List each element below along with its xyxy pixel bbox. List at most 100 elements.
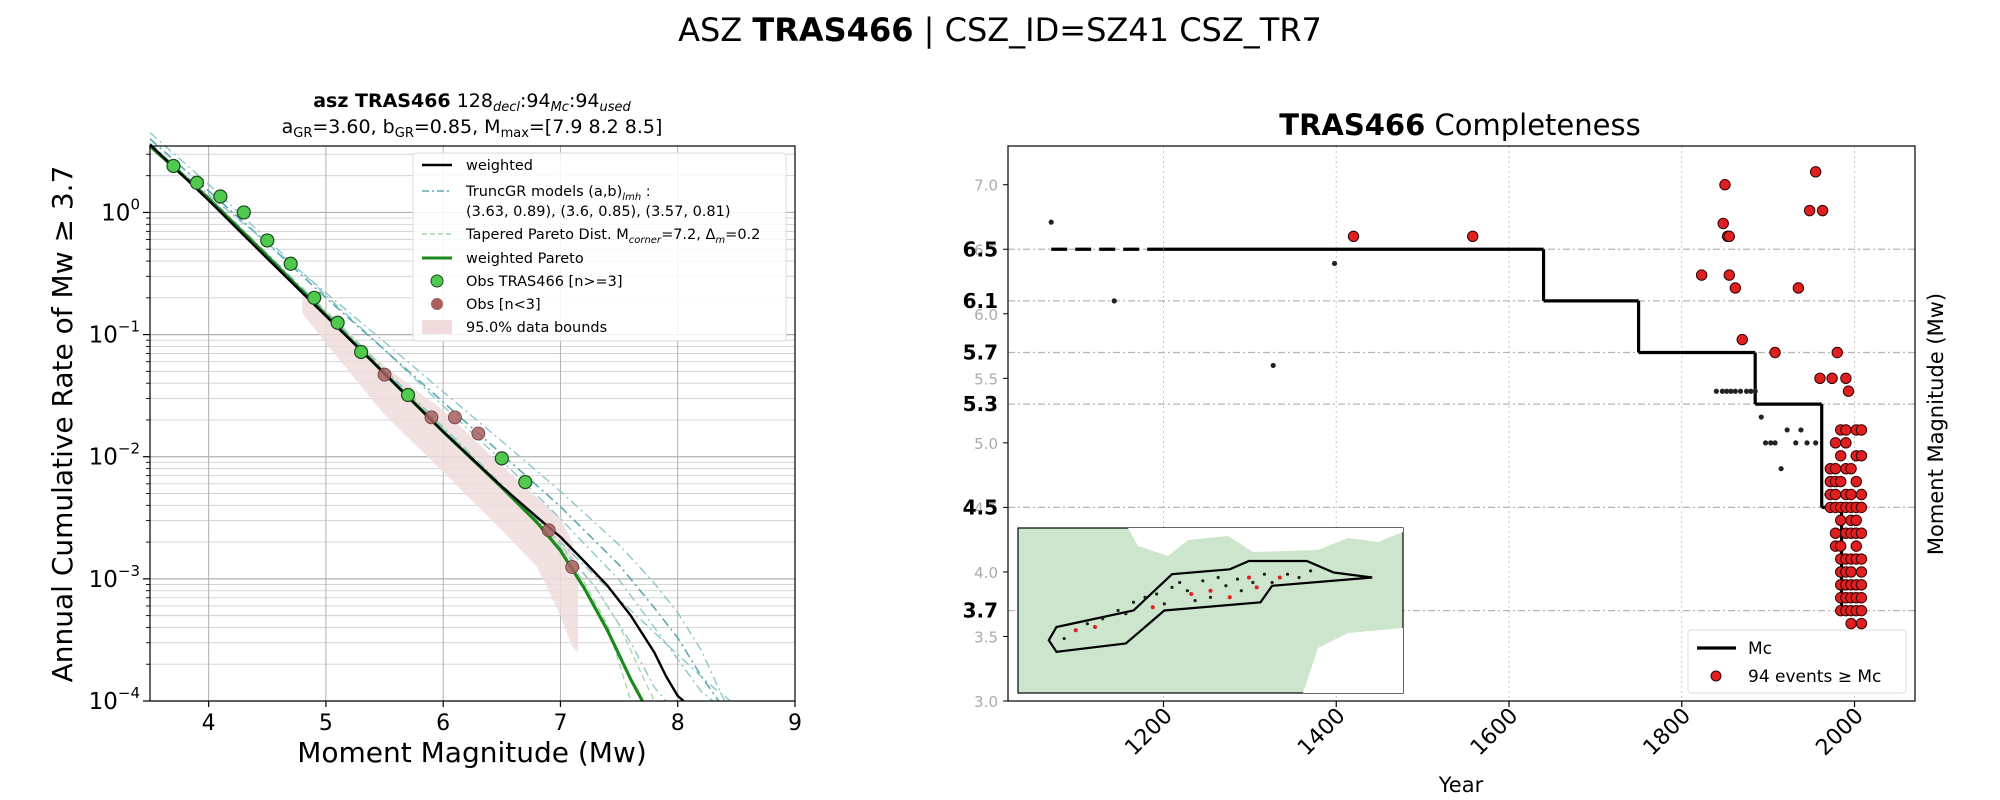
x-tick-label: 9 xyxy=(788,711,802,736)
below-mc-event xyxy=(1713,388,1719,394)
observed-points xyxy=(166,158,580,574)
event-point xyxy=(1803,204,1816,217)
left-x-label: Moment Magnitude (Mw) xyxy=(297,736,647,769)
count-used: 94 xyxy=(575,90,599,112)
right-x-ticks: 1200 1400 1600 1800 2000 xyxy=(1120,701,1869,761)
legend-label: Mc xyxy=(1748,639,1772,659)
inset-event-dot xyxy=(1239,589,1243,593)
event-point xyxy=(1829,488,1842,501)
y-tick-exponent: −1 xyxy=(118,318,140,336)
below-mc-event xyxy=(1804,440,1810,446)
legend-text: =7.2, Δ xyxy=(661,227,715,243)
below-mc-event xyxy=(1752,388,1758,394)
completeness-panel: TRAS466 Completeness 1200 1400 1600 1800 200… xyxy=(963,108,1948,797)
event-point xyxy=(1855,450,1868,462)
y-tick-base: 10 xyxy=(89,445,118,471)
mc-step-line xyxy=(1051,247,1866,613)
legend-swatch-marker xyxy=(1710,670,1722,682)
below-mc-event xyxy=(1111,298,1117,304)
y-tick-base: 10 xyxy=(89,323,118,349)
below-mc-event xyxy=(1724,388,1730,394)
sparse-observed-point xyxy=(541,523,556,538)
count-decl: 128 xyxy=(457,90,493,112)
right-legend: Mc 94 events ≥ Mc xyxy=(1687,629,1907,694)
inset-event-dot-red xyxy=(1073,628,1078,633)
title-segment: a xyxy=(282,116,294,138)
below-mc-event xyxy=(1719,388,1725,394)
event-point xyxy=(1855,617,1868,630)
y-tick-label-mc: 5.3 xyxy=(963,392,998,416)
below-mc-event xyxy=(1772,440,1778,446)
left-title-line1: asz TRAS466 128decl:94Mc:94used xyxy=(313,90,631,115)
inset-event-dot-red xyxy=(1254,585,1259,590)
y-tick-label-minor: 4.5 xyxy=(974,499,998,517)
legend-label: Obs [n<3] xyxy=(466,297,541,313)
inset-event-dot xyxy=(1155,592,1159,596)
event-point xyxy=(1855,488,1868,501)
count-decl-sub: decl xyxy=(493,100,520,115)
sparse-observed-point xyxy=(377,367,392,382)
legend-text: =0.2 xyxy=(725,227,760,243)
y-tick-base: 10 xyxy=(89,567,118,593)
below-mc-event xyxy=(1778,466,1784,472)
legend-label: weighted xyxy=(466,158,533,174)
inset-water xyxy=(1128,528,1403,556)
event-point xyxy=(1829,527,1842,539)
inset-event-dot-red xyxy=(1093,625,1097,629)
legend-swatch-patch xyxy=(422,320,452,334)
data-bounds-band xyxy=(302,285,579,653)
y-tick-exponent: −3 xyxy=(118,562,140,580)
suptitle-bold: TRAS466 xyxy=(752,11,913,49)
count-used-sub: used xyxy=(600,100,632,115)
below-mc-event xyxy=(1737,388,1744,394)
event-point xyxy=(1816,204,1829,217)
inset-event-dot xyxy=(1116,608,1120,613)
observed-point xyxy=(283,256,298,271)
inset-event-dot xyxy=(1131,600,1136,604)
title-segment: =3.60, b xyxy=(312,116,394,138)
sparse-observed-point xyxy=(424,410,439,425)
inset-event-dot xyxy=(1297,575,1301,580)
event-point xyxy=(1855,592,1868,604)
y-tick-label-mc: 4.5 xyxy=(963,495,998,519)
x-tick-label: 2000 xyxy=(1812,704,1869,761)
y-tick-label-minor: 3.0 xyxy=(974,693,998,711)
event-point xyxy=(1467,230,1479,243)
inset-event-dot xyxy=(1251,580,1255,585)
x-tick-label: 8 xyxy=(671,711,685,736)
legend-text: weighted xyxy=(466,158,533,174)
x-tick-label: 6 xyxy=(436,711,450,736)
inset-event-dot-red xyxy=(1227,595,1232,600)
left-x-ticks: 4 5 6 7 8 9 xyxy=(202,701,802,736)
below-mc-event xyxy=(1728,388,1734,394)
right-y-label: Moment Magnitude (Mw) xyxy=(1924,293,1948,555)
inset-event-dot-red xyxy=(1247,575,1251,580)
legend-text: 95.0% data bounds xyxy=(466,320,607,336)
event-point xyxy=(1855,604,1868,617)
inset-event-dot xyxy=(1178,580,1182,585)
left-plot-frame xyxy=(149,145,796,702)
title-subscript: GR xyxy=(293,126,312,141)
event-point xyxy=(1850,540,1862,552)
x-tick-label: 1400 xyxy=(1293,704,1350,761)
event-point xyxy=(1835,540,1847,552)
observed-point xyxy=(260,233,275,248)
below-mc-event xyxy=(1331,260,1338,267)
region-map-inset xyxy=(1017,527,1404,694)
event-point xyxy=(1831,346,1843,359)
event-point xyxy=(1855,553,1868,565)
observed-point xyxy=(166,158,181,174)
figure-suptitle: ASZ TRAS466 | CSZ_ID=SZ41 CSZ_TR7 xyxy=(678,11,1322,49)
y-tick-label-minor: 6.5 xyxy=(974,241,998,259)
below-mc-event xyxy=(1784,427,1790,433)
below-mc-event xyxy=(1793,440,1799,446)
legend-swatch-marker xyxy=(431,298,443,310)
legend-text: Obs TRAS466 [n>=3] xyxy=(466,274,623,290)
legend-label: Tapered Pareto Dist. Mcorner=7.2, Δm=0.2 xyxy=(465,227,760,246)
inset-event-dot xyxy=(1085,622,1089,626)
event-point xyxy=(1835,450,1847,462)
y-tick-label-minor: 5.0 xyxy=(974,435,998,453)
left-y-label: Annual Cumulative Rate of Mw ≥ 3.7 xyxy=(46,166,79,683)
legend-subscript: lmh xyxy=(622,192,641,203)
inset-event-dot xyxy=(1143,595,1147,599)
